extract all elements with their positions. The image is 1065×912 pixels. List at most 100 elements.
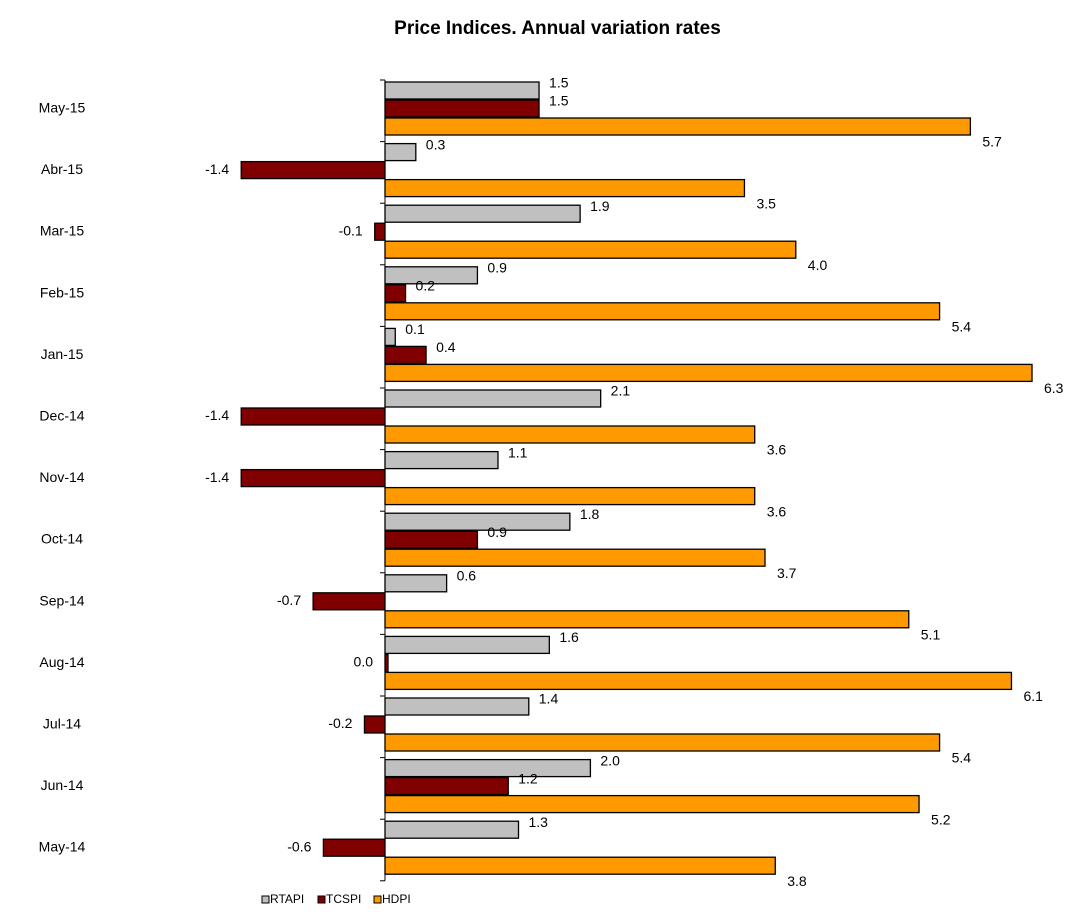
bar-tcspi [384,530,479,549]
data-label: 0.2 [416,278,436,294]
bar-tcspi [240,468,386,488]
data-label: 1.8 [580,506,600,522]
bar-rtapi [384,635,550,655]
data-label: 1.6 [559,629,579,645]
bar-tcspi [363,715,386,734]
category-label: Feb-15 [40,284,85,300]
data-label: 0.4 [436,339,456,355]
data-label: -0.2 [328,715,352,731]
data-label: -1.4 [205,407,229,423]
axis-layer: May-15 Abr-15 Mar-15 Feb-15 Jan-15 Dec-14 Nov-… [39,79,386,882]
category-label: Sep-14 [39,592,84,608]
data-label: 5.4 [952,319,972,335]
bar-hdpi [384,794,920,814]
category-label: Dec-14 [39,408,84,424]
bar-hdpi [384,363,1033,383]
bar-hdpi [384,486,756,506]
data-label: -0.1 [339,222,363,238]
category-label: Oct-14 [41,531,83,547]
bar-rtapi [384,697,530,716]
data-label: 5.1 [921,627,941,643]
data-label: -1.4 [205,161,229,177]
category-label: Jul-14 [43,716,81,732]
legend-label-hdpi: HDPI [382,892,411,906]
data-label: -0.6 [287,838,311,854]
data-label: 3.6 [767,503,787,519]
bar-tcspi [384,345,427,365]
bar-hdpi [384,671,1013,691]
data-label: 2.1 [611,383,631,399]
bar-hdpi [384,117,972,136]
data-label: 1.4 [539,691,559,707]
data-label: 5.4 [952,750,972,766]
bar-tcspi [240,407,386,426]
legend-swatch-rtapi [261,895,270,904]
bar-hdpi [384,856,776,875]
bar-hdpi [384,733,941,752]
bar-hdpi [384,548,766,567]
bar-tcspi [384,99,540,118]
category-label: Abr-15 [41,161,83,177]
data-label: 2.0 [600,752,620,768]
bars-layer [240,81,1033,875]
data-label: 1.9 [590,198,610,214]
data-label: 1.5 [549,75,569,91]
bar-rtapi [384,327,396,347]
data-label: 6.1 [1023,688,1043,704]
bar-hdpi [384,302,941,321]
bar-hdpi [384,425,756,444]
bar-rtapi [384,389,602,408]
bar-rtapi [384,820,520,839]
bar-tcspi [322,838,386,857]
data-label: 1.1 [508,444,528,460]
bar-rtapi [384,266,479,285]
category-label: May-15 [39,100,86,116]
bar-hdpi [384,610,910,629]
legend-label-rtapi: RTAPI [270,892,304,906]
data-label: 5.7 [982,134,1002,150]
data-label: 3.6 [767,442,787,458]
category-label: Jan-15 [41,346,84,362]
labels-layer: 1.5 1.5 5.7 0.3 -1.4 3.5 1.9 -0.1 4.0 0.9 0.2 5.4 0.… [205,75,1064,889]
bar-rtapi [384,204,581,223]
category-label: Nov-14 [39,469,84,485]
bar-hdpi [384,178,746,198]
bar-rtapi [384,142,417,162]
legend-swatch-tcspi [317,895,326,904]
data-label: -1.4 [205,469,229,485]
bar-hdpi [384,240,797,259]
data-label: 1.2 [518,770,538,786]
data-label: 4.0 [808,257,828,273]
category-label: Aug-14 [39,654,84,670]
data-label: 0.9 [487,524,507,540]
data-label: 3.7 [777,565,797,581]
category-label: May-14 [39,839,86,855]
legend-label-tcspi: TCSPI [326,892,361,906]
data-label: 0.1 [405,321,425,337]
legend: RTAPI TCSPI HDPI [261,892,411,906]
data-label: 0.9 [487,260,507,276]
legend-swatch-hdpi [373,895,382,904]
chart-title: Price Indices. Annual variation rates [394,18,721,39]
bar-rtapi [384,512,571,531]
bar-tcspi [384,284,407,303]
bar-tcspi [240,160,386,180]
data-label: 1.3 [529,814,549,830]
category-label: Jun-14 [41,777,84,793]
bar-tcspi [384,776,509,796]
bar-rtapi [384,81,540,100]
data-label: 5.2 [931,811,951,827]
data-label: 0.3 [426,136,446,152]
category-label: Mar-15 [40,223,85,239]
bar-rtapi [384,450,499,470]
data-label: 3.5 [756,195,776,211]
data-label: 3.8 [787,873,807,889]
data-label: 0.6 [457,568,477,584]
bar-tcspi [374,222,386,241]
data-label: 0.0 [354,654,374,670]
data-label: 1.5 [549,93,569,109]
data-label: 6.3 [1044,380,1064,396]
bar-rtapi [384,758,592,778]
data-label: -0.7 [277,592,301,608]
